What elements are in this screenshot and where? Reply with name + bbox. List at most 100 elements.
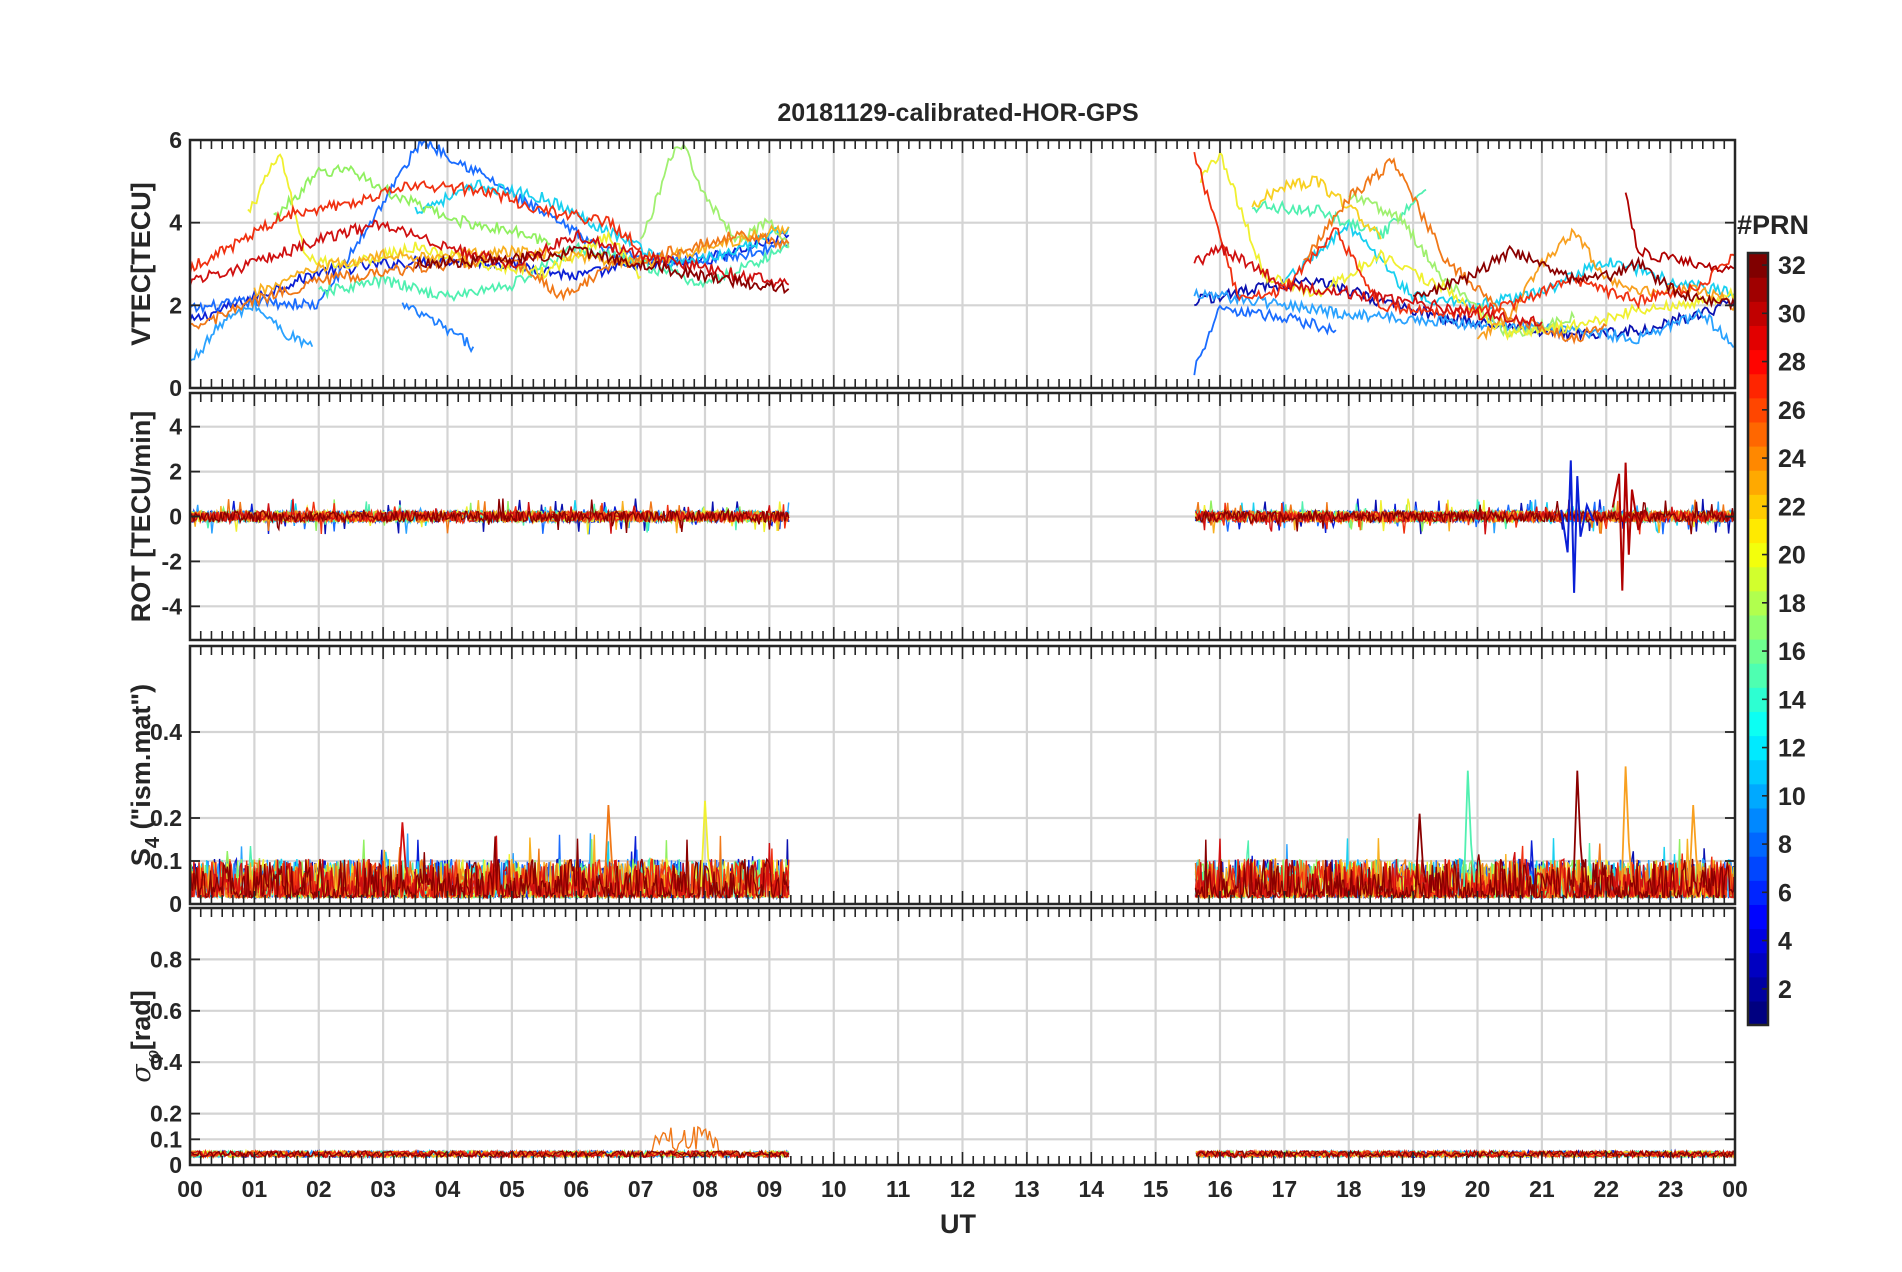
y-tick-label: 0 bbox=[169, 504, 182, 530]
colorbar-step bbox=[1748, 928, 1768, 954]
colorbar-step bbox=[1748, 976, 1768, 1002]
colorbar-tick-label: 18 bbox=[1778, 590, 1806, 618]
y-tick-label: 0.4 bbox=[150, 719, 182, 745]
y-axis-label: σφ[rad] bbox=[126, 990, 164, 1082]
x-tick-label: 02 bbox=[306, 1176, 332, 1202]
colorbar-tick-label: 24 bbox=[1778, 445, 1806, 473]
x-tick-label: 19 bbox=[1400, 1176, 1426, 1202]
colorbar-tick-label: 16 bbox=[1778, 638, 1806, 666]
x-tick-label: 01 bbox=[242, 1176, 268, 1202]
s4-peak bbox=[1620, 766, 1633, 887]
colorbar-step bbox=[1748, 518, 1768, 544]
x-tick-label: 16 bbox=[1207, 1176, 1233, 1202]
x-tick-label: 12 bbox=[950, 1176, 976, 1202]
s4-peak bbox=[700, 800, 713, 887]
colorbar-step bbox=[1748, 759, 1768, 785]
y-tick-label: 6 bbox=[169, 127, 182, 153]
y-tick-label: 0 bbox=[169, 1152, 182, 1178]
rot-series bbox=[190, 498, 1735, 535]
colorbar-step bbox=[1748, 807, 1768, 833]
panel-plot-area-sigma_phi bbox=[190, 1125, 1735, 1160]
y-tick-label: 0.6 bbox=[150, 998, 182, 1024]
colorbar-tick-label: 32 bbox=[1778, 252, 1806, 280]
y-axis-label: ROT [TECU/min] bbox=[126, 411, 156, 622]
colorbar-tick-label: 22 bbox=[1778, 493, 1806, 521]
colorbar-step bbox=[1748, 832, 1768, 857]
vtec-series-prn-6 bbox=[190, 140, 790, 315]
chart-title: 20181129-calibrated-HOR-GPS bbox=[777, 99, 1138, 127]
s4-peak bbox=[1414, 813, 1427, 887]
vtec-series-prn-29 bbox=[1193, 241, 1543, 327]
panel-vtec: 0 2 4 6 VTEC[TECU] bbox=[126, 127, 1737, 401]
colorbar-step bbox=[1748, 904, 1768, 930]
colorbar-step bbox=[1748, 590, 1768, 616]
y-tick-label: 2 bbox=[169, 292, 182, 318]
colorbar-step bbox=[1748, 277, 1768, 302]
panel-rot: -4 -2 0 2 4 ROT [TECU/min] bbox=[126, 391, 1737, 642]
rot-spike-prn-3 bbox=[1560, 460, 1595, 593]
vtec-series-prn-9 bbox=[190, 300, 314, 362]
vtec-series-prn-17 bbox=[273, 163, 551, 246]
x-tick-label: 18 bbox=[1336, 1176, 1362, 1202]
vtec-series-prn-30 bbox=[1624, 192, 1735, 274]
colorbar-tick-label: 8 bbox=[1778, 831, 1792, 859]
s4-series bbox=[190, 836, 1735, 901]
colorbar-tick-label: 14 bbox=[1778, 686, 1806, 714]
x-tick-label: 10 bbox=[821, 1176, 847, 1202]
vtec-series-prn-12 bbox=[414, 179, 790, 272]
y-axis-label-rest: [rad] bbox=[126, 990, 156, 1050]
y-axis-label: S4 ("ism.mat") bbox=[126, 684, 164, 866]
rot-series bbox=[190, 498, 1735, 535]
colorbar-step bbox=[1748, 735, 1768, 761]
vtec-series-prn-18 bbox=[639, 143, 790, 248]
y-tick-label: 4 bbox=[169, 210, 182, 236]
colorbar-step bbox=[1748, 253, 1768, 278]
y-axis-label-rest: ("ism.mat") bbox=[126, 684, 156, 837]
vtec-series-prn-9 bbox=[1193, 287, 1735, 348]
colorbar-step bbox=[1748, 301, 1768, 326]
x-tick-label: 06 bbox=[563, 1176, 589, 1202]
rot-spike-prn-30 bbox=[1611, 462, 1646, 591]
panel-s4: 00.10.20.4S4 ("ism.mat") bbox=[126, 644, 1737, 917]
colorbar-step bbox=[1748, 880, 1768, 905]
y-tick-label: 0.8 bbox=[150, 946, 182, 972]
y-axis-label-phi: φ bbox=[140, 1050, 164, 1064]
y-tick-label: 4 bbox=[169, 414, 182, 440]
x-tick-label: 14 bbox=[1078, 1176, 1104, 1202]
x-tick-label: 11 bbox=[886, 1176, 911, 1202]
y-tick-label: 0.2 bbox=[150, 1101, 182, 1127]
colorbar-step bbox=[1748, 856, 1768, 881]
y-axis-label-sub: 4 bbox=[142, 836, 164, 848]
y-tick-label: 0.4 bbox=[150, 1049, 182, 1075]
x-tick-label: 23 bbox=[1658, 1176, 1684, 1202]
y-tick-label: 0.2 bbox=[150, 805, 182, 831]
vtec-series-prn-25 bbox=[1303, 157, 1607, 345]
colorbar-step bbox=[1748, 446, 1768, 471]
x-tick-label: 09 bbox=[757, 1176, 783, 1202]
colorbar-tick-label: 2 bbox=[1778, 976, 1792, 1004]
x-tick-label: 08 bbox=[692, 1176, 718, 1202]
colorbar-tick-label: 4 bbox=[1778, 928, 1792, 956]
colorbar-tick-label: 12 bbox=[1778, 735, 1806, 763]
x-tick-label: 03 bbox=[370, 1176, 396, 1202]
s4-peak bbox=[603, 805, 616, 887]
y-tick-label: 2 bbox=[169, 459, 182, 485]
y-tick-label: 0 bbox=[169, 891, 182, 917]
s4-peak bbox=[1572, 770, 1585, 887]
colorbar-step bbox=[1748, 566, 1768, 592]
vtec-series-prn-24 bbox=[1476, 227, 1735, 341]
colorbar-step bbox=[1748, 952, 1768, 978]
colorbar-step bbox=[1748, 1000, 1768, 1026]
panel-plot-area-rot bbox=[190, 460, 1735, 593]
x-tick-label: 21 bbox=[1529, 1176, 1555, 1202]
colorbar-step bbox=[1748, 373, 1768, 399]
colorbar-step bbox=[1748, 349, 1768, 375]
vtec-series-prn-27 bbox=[190, 180, 642, 274]
y-axis-label-sigma: σ bbox=[126, 1063, 157, 1083]
colorbar-tick-label: 20 bbox=[1778, 542, 1806, 570]
colorbar-step bbox=[1748, 542, 1768, 568]
colorbar-tick-label: 26 bbox=[1778, 397, 1806, 425]
colorbar-step bbox=[1748, 421, 1768, 447]
colorbar-step bbox=[1748, 711, 1768, 737]
